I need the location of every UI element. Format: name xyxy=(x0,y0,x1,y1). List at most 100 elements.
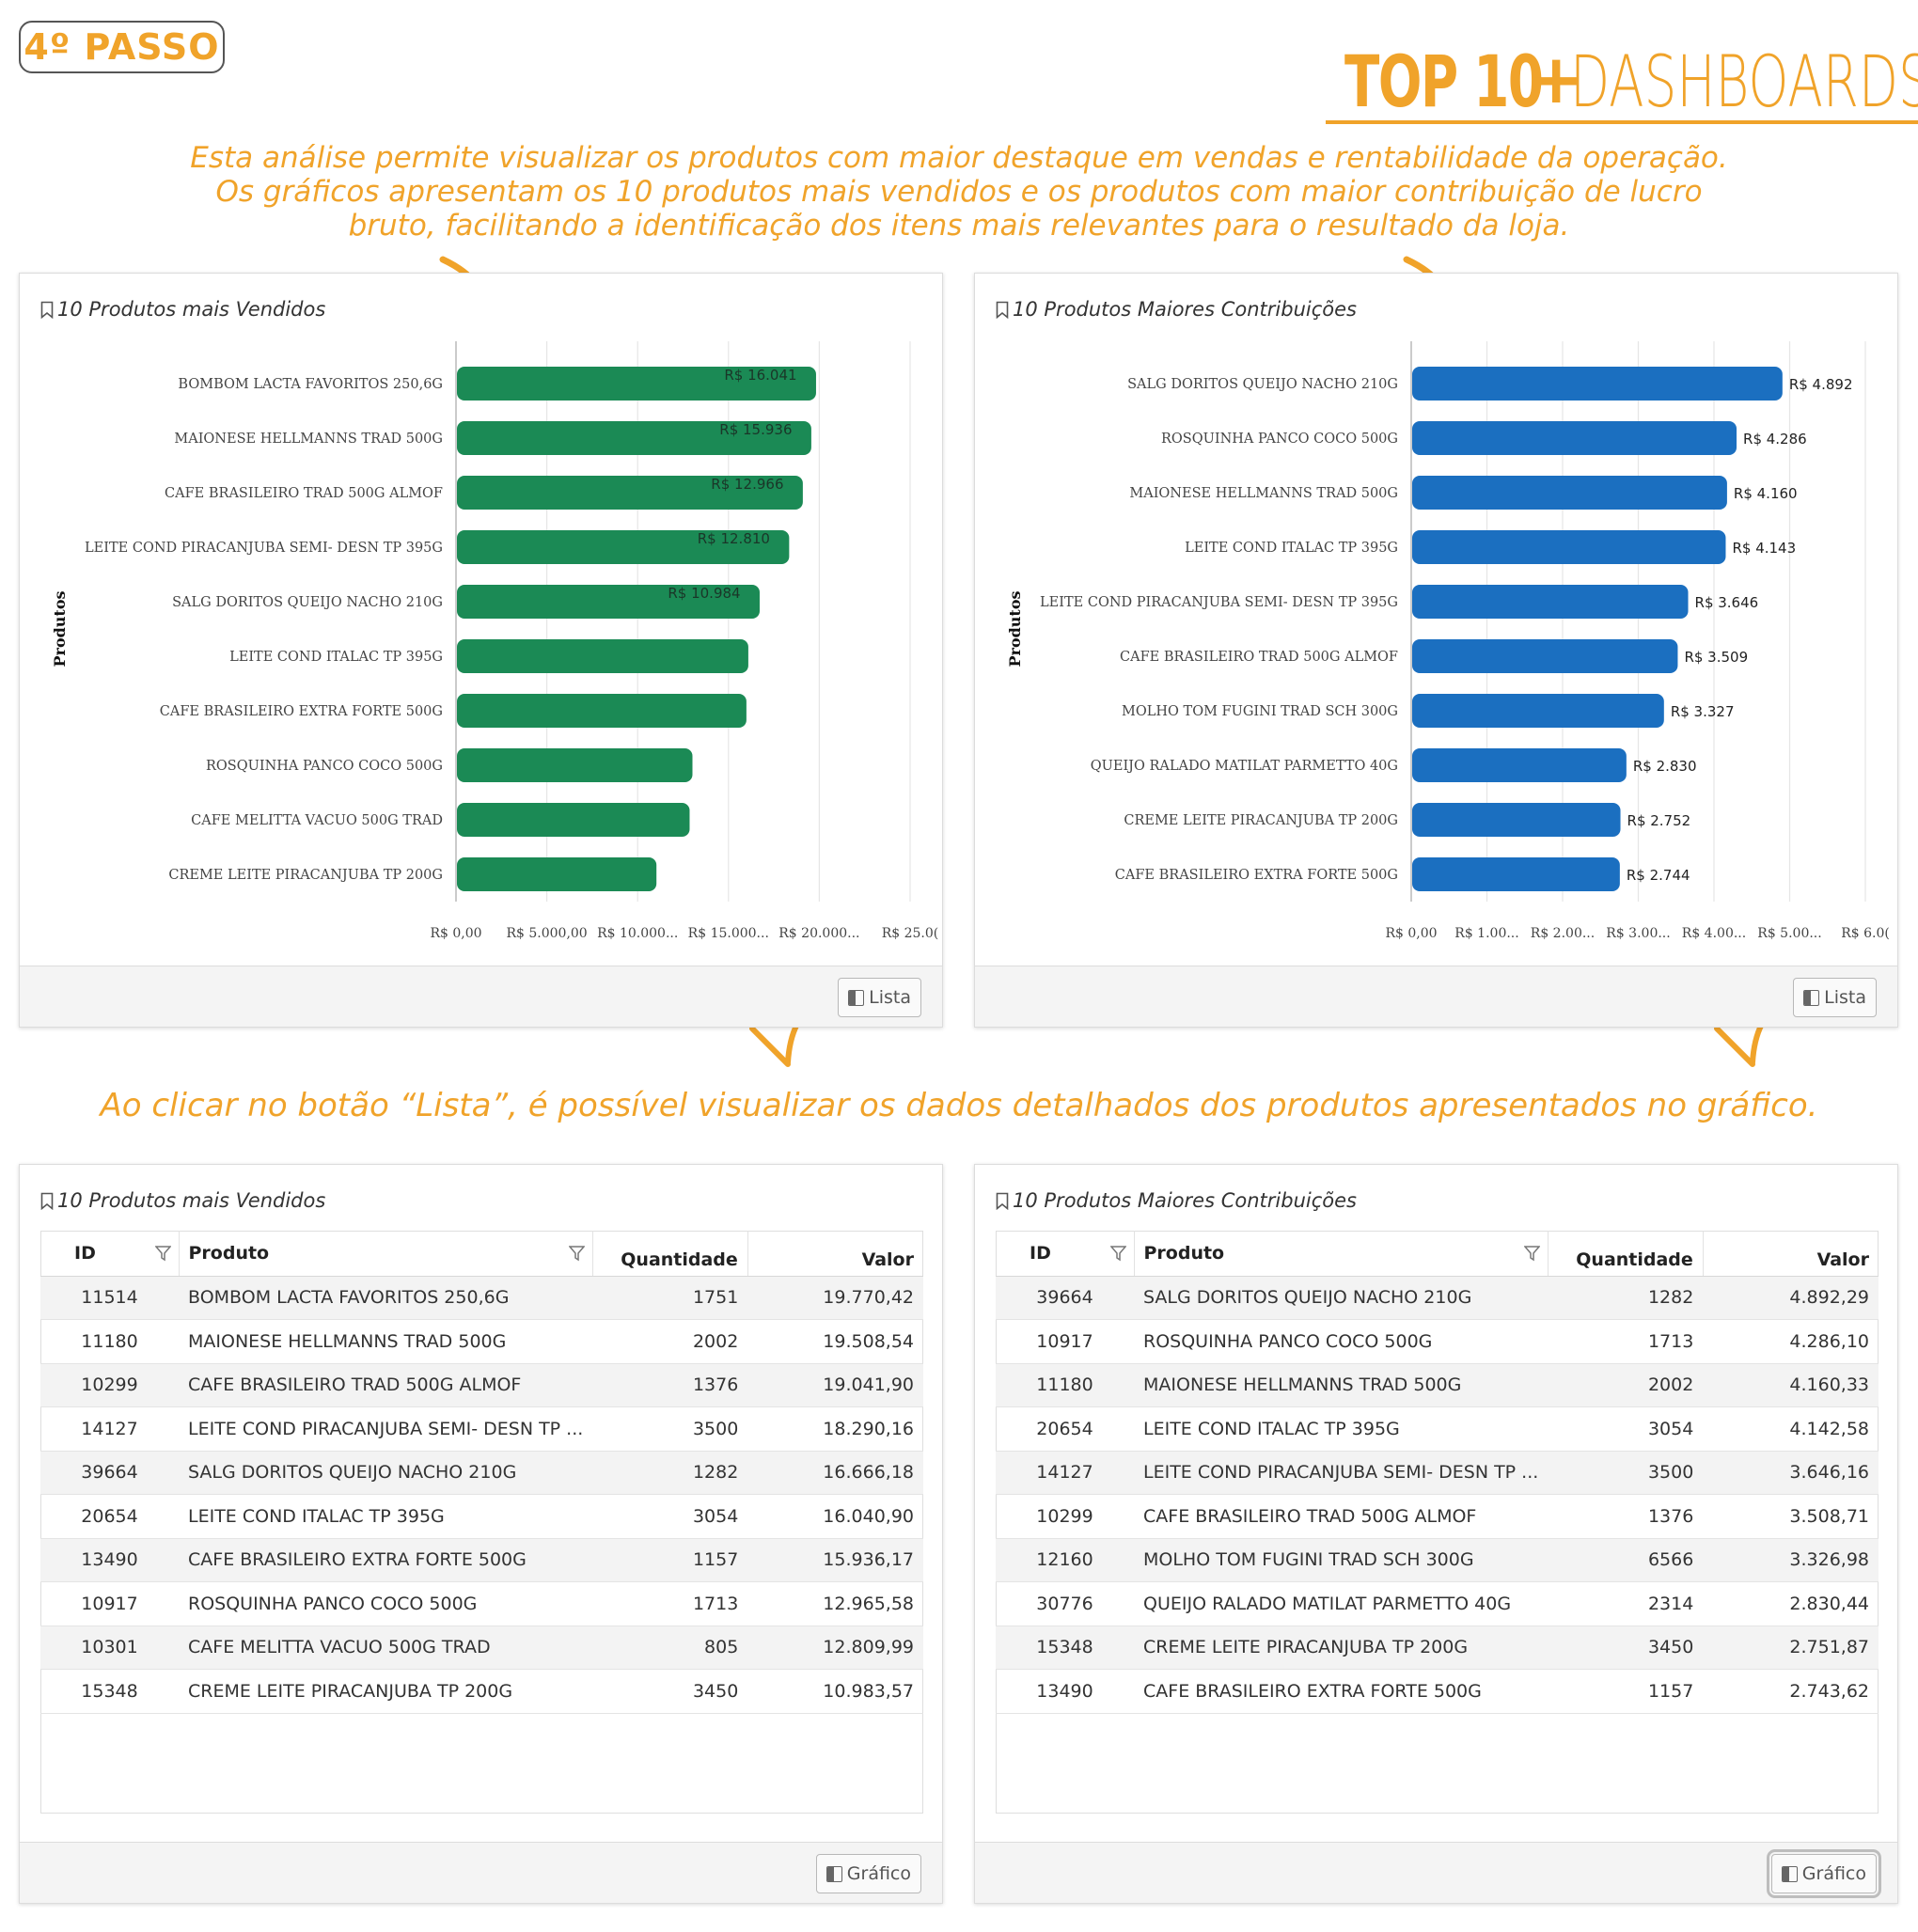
filter-icon[interactable] xyxy=(1523,1245,1540,1262)
cell-id: 20654 xyxy=(40,1494,179,1539)
table-row[interactable]: 14127 LEITE COND PIRACANJUBA SEMI- DESN T… xyxy=(40,1406,923,1452)
cell-id: 11180 xyxy=(996,1363,1134,1407)
x-tick-label: R$ 2.00... xyxy=(1531,926,1595,941)
cell-produto: CREME LEITE PIRACANJUBA TP 200G xyxy=(179,1669,593,1714)
table-row[interactable]: 39664 SALG DORITOS QUEIJO NACHO 210G 1282 1… xyxy=(40,1451,923,1495)
x-tick-label: R$ 5.000,00 xyxy=(506,926,587,941)
table-row[interactable]: 11180 MAIONESE HELLMANNS TRAD 500G 2002 4.1… xyxy=(996,1363,1879,1407)
chart-title: 10 Produtos Maiores Contribuições xyxy=(1013,298,1357,321)
category-label: CAFE MELITTA VACUO 500G TRAD xyxy=(191,813,443,828)
table-row[interactable]: 12160 MOLHO TOM FUGINI TRAD SCH 300G 6566 3… xyxy=(996,1538,1879,1582)
category-label: MAIONESE HELLMANNS TRAD 500G xyxy=(174,432,443,447)
bar[interactable] xyxy=(457,639,748,673)
table-row[interactable]: 10917 ROSQUINHA PANCO COCO 500G 1713 4.286,… xyxy=(996,1319,1879,1364)
bookmark-icon xyxy=(996,1192,1009,1210)
cell-produto: MAIONESE HELLMANNS TRAD 500G xyxy=(179,1319,593,1364)
cell-valor: 10.983,57 xyxy=(747,1669,923,1714)
cell-quantidade: 2314 xyxy=(1548,1581,1704,1626)
table-panel-vendidos: 10 Produtos mais Vendidos ID Produto Qua… xyxy=(19,1164,943,1904)
x-tick-label: R$ 0,00 xyxy=(1385,926,1437,941)
table-row[interactable]: 11180 MAIONESE HELLMANNS TRAD 500G 2002 19.… xyxy=(40,1319,923,1364)
column-header-valor[interactable]: Valor xyxy=(1703,1231,1879,1277)
bar[interactable] xyxy=(1412,857,1620,891)
bar[interactable] xyxy=(457,476,803,510)
panel-title: 10 Produtos Maiores Contribuições xyxy=(996,1189,1357,1212)
table-row[interactable]: 13490 CAFE BRASILEIRO EXTRA FORTE 500G 115… xyxy=(40,1538,923,1582)
data-label: R$ 12.966 xyxy=(711,476,783,493)
table-row[interactable]: 13490 CAFE BRASILEIRO EXTRA FORTE 500G 115… xyxy=(996,1669,1879,1714)
bar[interactable] xyxy=(457,803,690,837)
table-row[interactable]: 10917 ROSQUINHA PANCO COCO 500G 1713 12.965… xyxy=(40,1581,923,1626)
cell-quantidade: 2002 xyxy=(1548,1363,1704,1407)
bar[interactable] xyxy=(457,530,790,564)
bar[interactable] xyxy=(457,857,657,891)
table-row[interactable]: 10301 CAFE MELITTA VACUO 500G TRAD 805 12.8… xyxy=(40,1626,923,1670)
cell-id: 10299 xyxy=(40,1363,179,1407)
bar[interactable] xyxy=(457,694,747,728)
column-header-produto[interactable]: Produto xyxy=(179,1231,593,1277)
table-row[interactable]: 39664 SALG DORITOS QUEIJO NACHO 210G 1282 4… xyxy=(996,1276,1879,1320)
data-label: R$ 4.286 xyxy=(1743,431,1807,448)
grafico-button[interactable]: Gráfico xyxy=(815,1854,921,1893)
column-header-valor[interactable]: Valor xyxy=(747,1231,923,1277)
cell-quantidade: 1157 xyxy=(1548,1669,1704,1714)
grafico-button[interactable]: Gráfico xyxy=(1766,1849,1882,1898)
cell-valor: 19.770,42 xyxy=(747,1276,923,1320)
data-label: R$ 3.327 xyxy=(1671,703,1735,720)
cell-id: 10299 xyxy=(996,1494,1134,1539)
bar[interactable] xyxy=(1412,748,1627,782)
lista-button[interactable]: Lista xyxy=(1793,978,1877,1017)
data-table-vendidos: ID Produto Quantidade Valor 11514 BOMBOM … xyxy=(40,1231,923,1714)
bar[interactable] xyxy=(1412,530,1726,564)
bar[interactable] xyxy=(1412,476,1727,510)
table-row[interactable]: 14127 LEITE COND PIRACANJUBA SEMI- DESN T… xyxy=(996,1451,1879,1495)
table-row[interactable]: 10299 CAFE BRASILEIRO TRAD 500G ALMOF 1376… xyxy=(996,1494,1879,1539)
cell-valor: 19.508,54 xyxy=(747,1319,923,1364)
table-row[interactable]: 15348 CREME LEITE PIRACANJUBA TP 200G 3450… xyxy=(40,1669,923,1714)
cell-id: 30776 xyxy=(996,1581,1134,1626)
filter-icon[interactable] xyxy=(568,1245,585,1262)
bar[interactable] xyxy=(457,421,811,455)
lista-button[interactable]: Lista xyxy=(838,978,921,1017)
brand-dashboards: DASHBOARDS xyxy=(1570,39,1918,123)
bar[interactable] xyxy=(1412,367,1783,401)
bar[interactable] xyxy=(1412,639,1678,673)
cell-valor: 2.751,87 xyxy=(1703,1626,1879,1670)
table-row[interactable]: 10299 CAFE BRASILEIRO TRAD 500G ALMOF 1376… xyxy=(40,1363,923,1407)
bar[interactable] xyxy=(457,585,760,619)
table-row[interactable]: 11514 BOMBOM LACTA FAVORITOS 250,6G 1751 19… xyxy=(40,1276,923,1320)
bar[interactable] xyxy=(457,748,693,782)
column-header-produto[interactable]: Produto xyxy=(1134,1231,1549,1277)
x-tick-label: R$ 3.00... xyxy=(1606,926,1670,941)
bar[interactable] xyxy=(1412,421,1737,455)
cell-id: 14127 xyxy=(996,1451,1134,1495)
table-row[interactable]: 30776 QUEIJO RALADO MATILAT PARMETTO 40G 2… xyxy=(996,1581,1879,1626)
table-row[interactable]: 20654 LEITE COND ITALAC TP 395G 3054 4.142,… xyxy=(996,1406,1879,1452)
bar[interactable] xyxy=(1412,803,1621,837)
cell-produto: MOLHO TOM FUGINI TRAD SCH 300G xyxy=(1134,1538,1549,1582)
cell-quantidade: 1376 xyxy=(592,1363,748,1407)
cell-valor: 18.290,16 xyxy=(747,1406,923,1452)
table-row[interactable]: 15348 CREME LEITE PIRACANJUBA TP 200G 3450… xyxy=(996,1626,1879,1670)
cell-valor: 2.830,44 xyxy=(1703,1581,1879,1626)
category-label: SALG DORITOS QUEIJO NACHO 210G xyxy=(1127,377,1398,392)
table-title: 10 Produtos Maiores Contribuições xyxy=(1013,1189,1357,1212)
category-label: LEITE COND ITALAC TP 395G xyxy=(229,650,443,665)
cell-quantidade: 1376 xyxy=(1548,1494,1704,1539)
column-header-quantidade[interactable]: Quantidade xyxy=(1548,1231,1704,1277)
column-header-id[interactable]: ID xyxy=(40,1231,180,1277)
cell-valor: 4.892,29 xyxy=(1703,1276,1879,1320)
table-row[interactable]: 20654 LEITE COND ITALAC TP 395G 3054 16.040… xyxy=(40,1494,923,1539)
category-label: ROSQUINHA PANCO COCO 500G xyxy=(206,759,443,774)
bar[interactable] xyxy=(1412,694,1664,728)
cell-id: 10917 xyxy=(40,1581,179,1626)
bar[interactable] xyxy=(457,367,816,401)
filter-icon[interactable] xyxy=(1109,1245,1126,1262)
filter-icon[interactable] xyxy=(154,1245,171,1262)
column-header-id[interactable]: ID xyxy=(996,1231,1135,1277)
data-label: R$ 4.160 xyxy=(1734,485,1798,502)
data-table-contribuicoes: ID Produto Quantidade Valor 39664 SALG DO… xyxy=(996,1231,1879,1714)
column-header-quantidade[interactable]: Quantidade xyxy=(592,1231,748,1277)
bar[interactable] xyxy=(1412,585,1689,619)
cell-produto: SALG DORITOS QUEIJO NACHO 210G xyxy=(1134,1276,1549,1320)
